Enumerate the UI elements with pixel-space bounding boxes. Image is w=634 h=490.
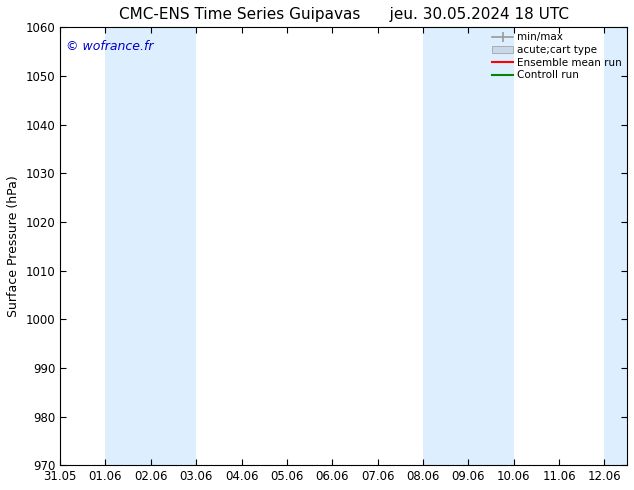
Bar [105,27,196,465]
Bar [604,27,627,465]
Title: CMC-ENS Time Series Guipavas      jeu. 30.05.2024 18 UTC: CMC-ENS Time Series Guipavas jeu. 30.05.… [119,7,569,22]
Bar [423,27,514,465]
Y-axis label: Surface Pressure (hPa): Surface Pressure (hPa) [7,175,20,317]
Text: © wofrance.fr: © wofrance.fr [66,40,153,53]
Legend: min/max, acute;cart type, Ensemble mean run, Controll run: min/max, acute;cart type, Ensemble mean … [490,30,624,82]
